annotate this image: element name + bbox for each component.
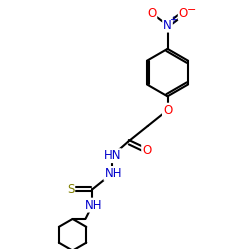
Text: O: O [179, 7, 188, 20]
Text: −: − [186, 5, 196, 15]
Text: N: N [163, 18, 172, 32]
Text: O: O [163, 104, 172, 117]
Text: S: S [67, 183, 74, 196]
Text: NH: NH [84, 198, 102, 211]
Text: HN: HN [104, 149, 121, 162]
Text: O: O [142, 144, 152, 157]
Text: NH: NH [104, 167, 122, 180]
Text: O: O [147, 7, 156, 20]
Text: +: + [170, 15, 177, 25]
